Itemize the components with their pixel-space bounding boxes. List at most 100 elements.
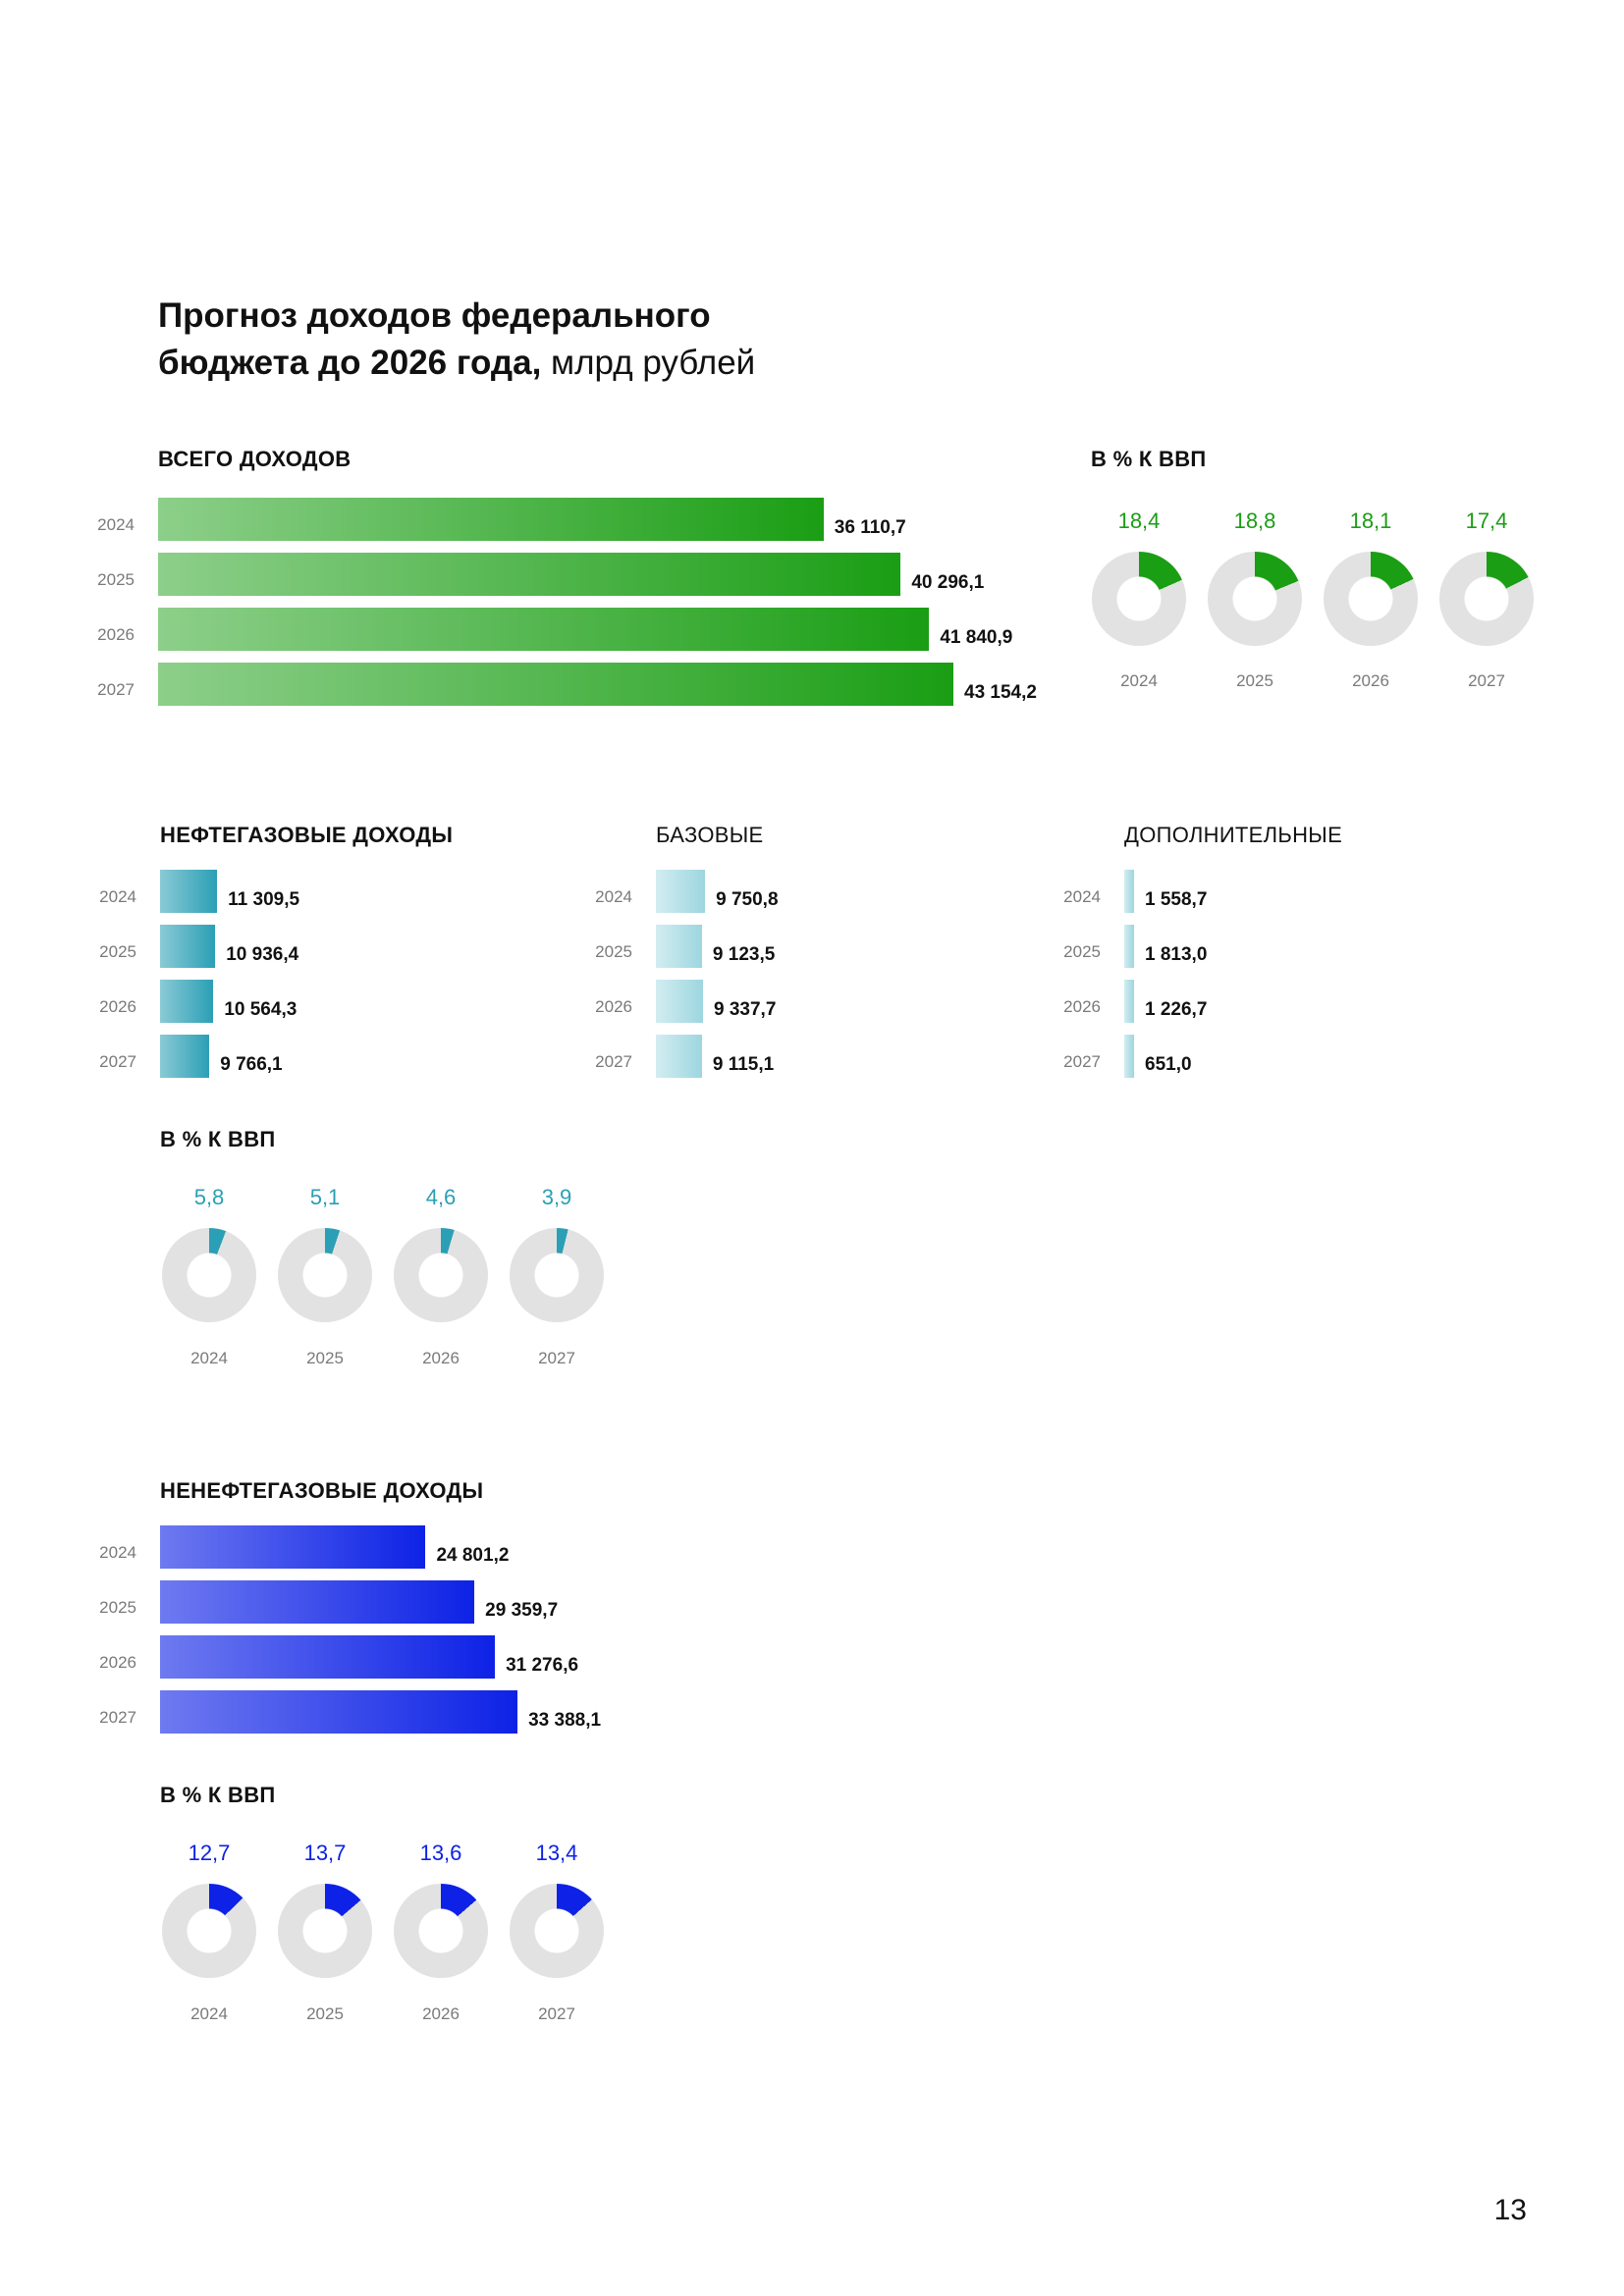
oil-gas-gdp-year-label: 2024	[190, 1349, 228, 1367]
oil-gas-value-label: 10 564,3	[224, 999, 298, 1020]
non-oil-gas-gdp-year-label: 2027	[538, 2004, 575, 2023]
oil-gas-gdp-value-label: 5,1	[309, 1185, 341, 1209]
additional-value-label: 1 226,7	[1145, 999, 1208, 1020]
non-oil-gas-bar	[160, 1635, 496, 1679]
non-oil-gas-gdp-donut	[162, 1884, 256, 1978]
additional-bar	[1124, 870, 1134, 913]
total-gdp-value-label: 18,8	[1233, 508, 1276, 533]
additional-year-label: 2024	[1063, 887, 1101, 906]
base-bar	[656, 925, 702, 968]
oil-gas-gdp-donut	[394, 1228, 488, 1322]
base-heading: БАЗОВЫЕ	[656, 823, 764, 847]
base-year-label: 2026	[595, 997, 632, 1016]
oil-gas-year-label: 2025	[99, 942, 136, 961]
base-value-label: 9 750,8	[716, 889, 779, 910]
additional-value-label: 1 558,7	[1145, 889, 1208, 910]
additional-value-label: 651,0	[1145, 1054, 1192, 1075]
non-oil-gas-gdp-value-label: 13,6	[419, 1841, 462, 1865]
non-oil-gas-gdp-year-label: 2026	[422, 2004, 460, 2023]
oil-gas-value-label: 11 309,5	[228, 889, 300, 910]
non-oil-gas-year-label: 2025	[99, 1598, 136, 1617]
additional-value-label: 1 813,0	[1145, 944, 1208, 965]
oil-gas-gdp-donut	[162, 1228, 256, 1322]
base-year-label: 2024	[595, 887, 632, 906]
total-gdp-value-label: 18,1	[1349, 508, 1392, 533]
oil-gas-year-label: 2024	[99, 887, 136, 906]
total-value-label: 40 296,1	[911, 572, 985, 593]
total-gdp-year-label: 2026	[1352, 671, 1389, 690]
non-oil-gas-gdp-heading: В % К ВВП	[160, 1783, 276, 1807]
non-oil-gas-heading: НЕНЕФТЕГАЗОВЫЕ ДОХОДЫ	[160, 1478, 484, 1503]
total-gdp-heading: В % К ВВП	[1091, 447, 1207, 471]
page-title-bold-line1: Прогноз доходов федерального	[158, 296, 711, 335]
base-value-label: 9 115,1	[712, 1054, 775, 1075]
additional-year-label: 2025	[1063, 942, 1101, 961]
non-oil-gas-gdp-year-label: 2025	[306, 2004, 344, 2023]
base-bar	[656, 1035, 702, 1078]
page-number: 13	[1493, 2194, 1527, 2226]
additional-year-label: 2026	[1063, 997, 1101, 1016]
oil-gas-gdp-value-label: 5,8	[193, 1185, 225, 1209]
non-oil-gas-gdp-value-label: 12,7	[188, 1841, 231, 1865]
total-year-label: 2024	[97, 515, 135, 534]
base-bar	[656, 980, 704, 1023]
oil-gas-gdp-heading: В % К ВВП	[160, 1127, 276, 1151]
total-bar	[158, 498, 824, 541]
oil-gas-value-label: 10 936,4	[226, 944, 299, 965]
non-oil-gas-value-label: 29 359,7	[485, 1600, 559, 1621]
total-gdp-donut	[1324, 552, 1418, 646]
oil-gas-gdp-value-label: 4,6	[425, 1185, 457, 1209]
total-gdp-year-label: 2027	[1468, 671, 1505, 690]
base-value-label: 9 123,5	[712, 944, 776, 965]
total-heading: ВСЕГО ДОХОДОВ	[158, 447, 352, 471]
oil-gas-gdp-year-label: 2025	[306, 1349, 344, 1367]
oil-gas-heading: НЕФТЕГАЗОВЫЕ ДОХОДЫ	[160, 823, 454, 847]
total-gdp-donut	[1439, 552, 1534, 646]
page-title-bold-line2: бюджета до 2026 года,	[158, 344, 542, 382]
oil-gas-year-label: 2027	[99, 1052, 136, 1071]
base-year-label: 2027	[595, 1052, 632, 1071]
non-oil-gas-year-label: 2027	[99, 1708, 136, 1727]
total-value-label: 36 110,7	[834, 517, 906, 538]
additional-bar	[1124, 925, 1134, 968]
oil-gas-year-label: 2026	[99, 997, 136, 1016]
base-year-label: 2025	[595, 942, 632, 961]
non-oil-gas-gdp-value-label: 13,4	[535, 1841, 578, 1865]
oil-gas-gdp-year-label: 2026	[422, 1349, 460, 1367]
page-title-unit: млрд рублей	[551, 344, 756, 382]
base-bar	[656, 870, 706, 913]
oil-gas-value-label: 9 766,1	[220, 1054, 283, 1075]
non-oil-gas-value-label: 31 276,6	[506, 1655, 579, 1676]
non-oil-gas-gdp-value-label: 13,7	[303, 1841, 347, 1865]
total-gdp-value-label: 17,4	[1465, 508, 1508, 533]
non-oil-gas-gdp-year-label: 2024	[190, 2004, 228, 2023]
non-oil-gas-gdp-donut	[510, 1884, 604, 1978]
non-oil-gas-year-label: 2024	[99, 1543, 136, 1562]
additional-heading: ДОПОЛНИТЕЛЬНЫЕ	[1124, 823, 1343, 847]
total-gdp-donut	[1092, 552, 1186, 646]
non-oil-gas-value-label: 24 801,2	[436, 1545, 510, 1566]
oil-gas-bar	[160, 980, 214, 1023]
total-bar	[158, 663, 953, 706]
page-title: Прогноз доходов федерального бюджета до …	[158, 293, 755, 387]
total-year-label: 2026	[97, 625, 135, 644]
oil-gas-gdp-donut	[510, 1228, 604, 1322]
non-oil-gas-value-label: 33 388,1	[528, 1710, 602, 1731]
non-oil-gas-gdp-donut	[278, 1884, 372, 1978]
non-oil-gas-year-label: 2026	[99, 1653, 136, 1672]
non-oil-gas-gdp-donut	[394, 1884, 488, 1978]
additional-bar	[1124, 1035, 1134, 1078]
oil-gas-gdp-donut	[278, 1228, 372, 1322]
oil-gas-bar	[160, 1035, 210, 1078]
total-year-label: 2025	[97, 570, 135, 589]
base-value-label: 9 337,7	[714, 999, 777, 1020]
non-oil-gas-bar	[160, 1580, 475, 1624]
total-year-label: 2027	[97, 680, 135, 699]
total-gdp-value-label: 18,4	[1117, 508, 1161, 533]
total-value-label: 41 840,9	[940, 627, 1013, 648]
non-oil-gas-bar	[160, 1690, 518, 1734]
additional-bar	[1124, 980, 1134, 1023]
oil-gas-gdp-year-label: 2027	[538, 1349, 575, 1367]
total-bar	[158, 608, 930, 651]
total-gdp-donut	[1208, 552, 1302, 646]
